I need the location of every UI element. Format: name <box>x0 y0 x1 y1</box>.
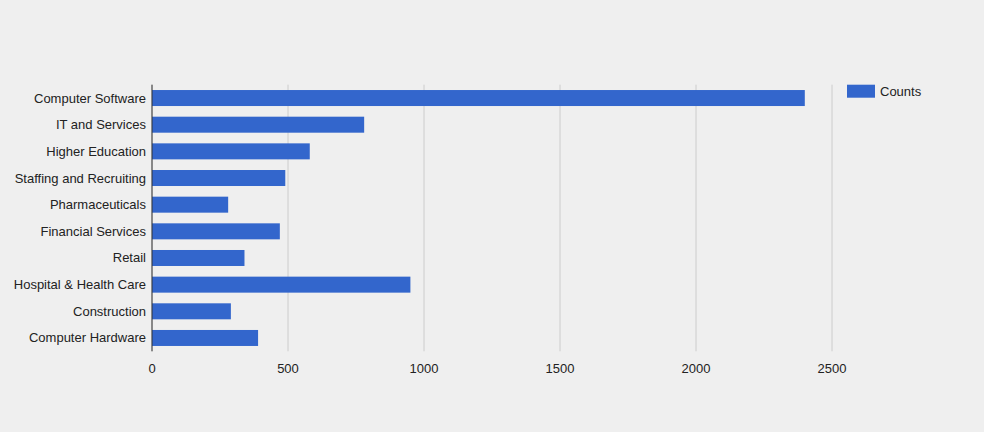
bar <box>152 330 258 346</box>
background <box>0 0 984 432</box>
bar <box>152 277 410 293</box>
category-label: Higher Education <box>46 144 146 159</box>
bar <box>152 223 280 239</box>
bars <box>152 90 805 346</box>
grid-line <box>424 85 425 352</box>
bar <box>152 90 805 106</box>
bar <box>152 117 364 133</box>
tick-label: 1500 <box>546 361 575 376</box>
tick-label: 2500 <box>818 361 847 376</box>
category-label: Pharmaceuticals <box>50 197 147 212</box>
bar <box>152 303 231 319</box>
tick-label: 2000 <box>682 361 711 376</box>
tick-label: 0 <box>148 361 155 376</box>
category-label: IT and Services <box>56 117 147 132</box>
legend-label: Counts <box>880 84 922 99</box>
category-label: Construction <box>73 304 146 319</box>
category-label: Computer Hardware <box>29 330 146 345</box>
category-label: Staffing and Recruiting <box>15 171 146 186</box>
grid-line <box>696 85 697 352</box>
category-label: Financial Services <box>41 224 147 239</box>
bar <box>152 143 310 159</box>
tick-label: 1000 <box>410 361 439 376</box>
bar <box>152 250 244 266</box>
bar <box>152 170 285 186</box>
grid-line <box>560 85 561 352</box>
tick-label: 500 <box>277 361 299 376</box>
chart-container: 0 500 1000 1500 2000 2500 Computer Software IT … <box>0 0 984 432</box>
category-label: Hospital & Health Care <box>14 277 146 292</box>
grid-line <box>832 85 833 352</box>
category-label: Computer Software <box>34 91 146 106</box>
chart-svg: 0 500 1000 1500 2000 2500 Computer Software IT … <box>0 0 984 432</box>
bar <box>152 197 228 213</box>
legend-swatch <box>847 85 875 98</box>
category-label: Retail <box>113 250 146 265</box>
axis-line <box>152 85 153 352</box>
grid-line <box>152 85 153 352</box>
